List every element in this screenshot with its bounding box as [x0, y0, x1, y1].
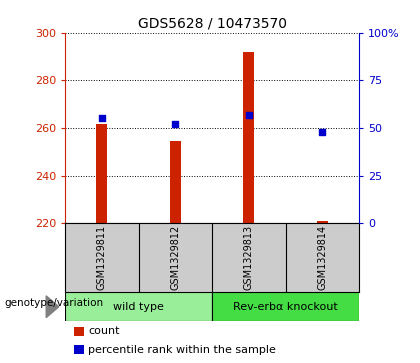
Text: GSM1329814: GSM1329814 [318, 225, 327, 290]
Text: GSM1329812: GSM1329812 [171, 225, 180, 290]
Point [245, 112, 252, 118]
Polygon shape [46, 296, 59, 318]
Bar [170, 141, 181, 223]
Point [172, 121, 179, 127]
Text: GSM1329811: GSM1329811 [97, 225, 107, 290]
Text: Rev-erbα knockout: Rev-erbα knockout [233, 302, 338, 312]
Bar [74, 327, 84, 336]
Point [319, 129, 326, 135]
Title: GDS5628 / 10473570: GDS5628 / 10473570 [138, 16, 286, 30]
Text: count: count [88, 326, 120, 337]
Point [98, 115, 105, 121]
Text: percentile rank within the sample: percentile rank within the sample [88, 344, 276, 355]
Text: GSM1329813: GSM1329813 [244, 225, 254, 290]
Text: wild type: wild type [113, 302, 164, 312]
Bar [65, 292, 212, 321]
Bar [74, 345, 84, 354]
Bar [212, 292, 359, 321]
Text: genotype/variation: genotype/variation [4, 298, 103, 308]
Bar [243, 52, 255, 223]
Bar [317, 221, 328, 223]
Bar [96, 125, 108, 223]
